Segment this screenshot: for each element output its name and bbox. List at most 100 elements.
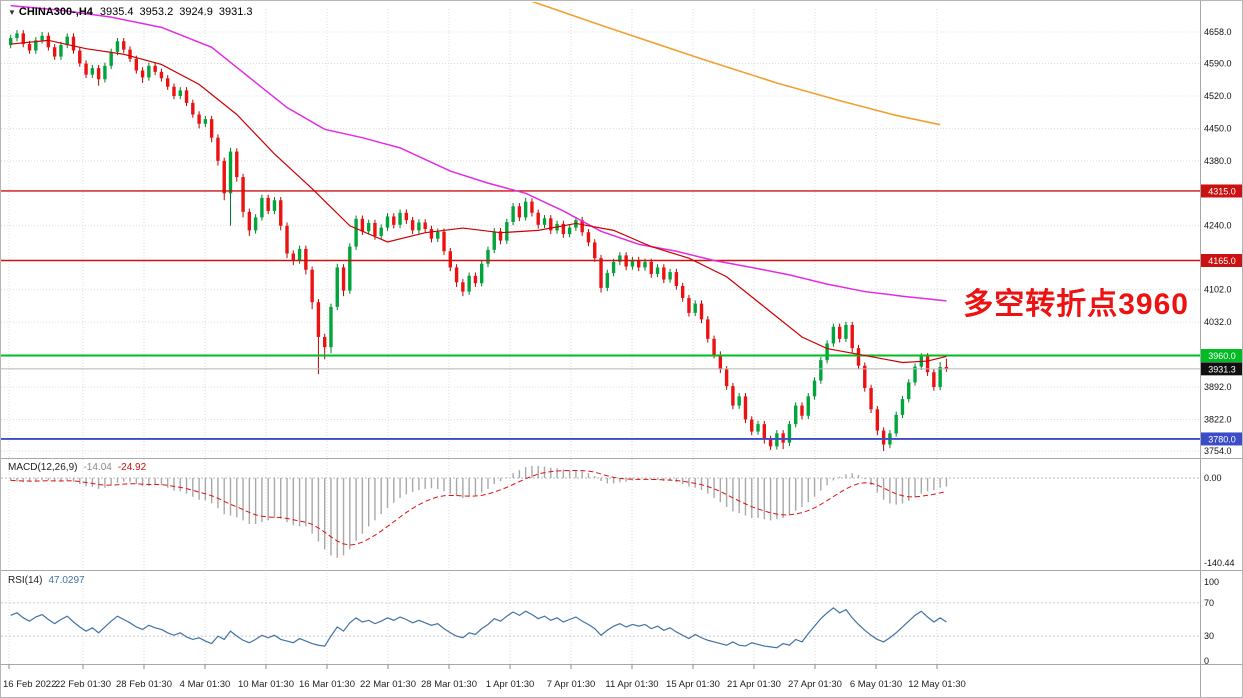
candle-down	[304, 248, 308, 270]
ohlc-close: 3931.3	[218, 6, 253, 18]
candle-down	[869, 387, 873, 410]
rsi-pane	[1, 602, 1200, 649]
ma-long-orange	[531, 2, 941, 126]
date-label: 16 Mar 01:30	[299, 679, 355, 690]
candle-up	[812, 380, 817, 397]
price-tick-label: 4590.0	[1204, 59, 1232, 69]
price-tick-label: 4658.0	[1204, 27, 1232, 37]
candle-down	[768, 438, 773, 447]
candle-down	[706, 319, 710, 339]
candle-up	[147, 65, 151, 78]
candle-down	[241, 177, 245, 212]
candle-down	[454, 267, 459, 283]
candle-down	[561, 223, 566, 235]
candle-up	[366, 222, 371, 232]
candle-down	[71, 36, 76, 51]
date-label: 16 Feb 2022	[3, 679, 56, 690]
candle-up	[567, 227, 572, 235]
candle-up	[819, 360, 823, 381]
rsi-scale-label: 100	[1204, 577, 1219, 587]
candle-down	[429, 228, 434, 239]
candle-up	[398, 212, 402, 225]
candle-up	[655, 267, 660, 274]
rsi-name: RSI(14)	[8, 575, 43, 586]
candle-up	[825, 343, 829, 361]
candle-up	[737, 396, 741, 406]
date-label: 6 May 01:30	[850, 679, 902, 690]
candle-down	[856, 348, 861, 366]
rsi-value: 47.0297	[48, 575, 85, 586]
candle-up	[103, 65, 107, 80]
price-tick-label: 4520.0	[1204, 91, 1232, 101]
price-badge-label: 4315.0	[1208, 186, 1236, 196]
candle-up	[90, 68, 95, 75]
price-badge	[1201, 184, 1242, 198]
candle-down	[925, 356, 930, 373]
candle-down	[46, 35, 51, 48]
candle-down	[712, 338, 716, 355]
moving-averages	[10, 2, 947, 364]
date-label: 22 Mar 01:30	[360, 679, 416, 690]
candle-up	[831, 326, 836, 344]
date-label: 28 Feb 01:30	[116, 679, 172, 690]
price-badge	[1201, 254, 1242, 268]
candle-up	[354, 218, 358, 247]
date-label: 10 Mar 01:30	[238, 679, 294, 690]
candle-down	[580, 220, 584, 233]
macd-main-value: -14.04	[83, 462, 112, 473]
candle-up	[643, 261, 647, 268]
candle-up	[900, 399, 905, 415]
price-tick-label: 4032.0	[1204, 317, 1232, 327]
candle-down	[473, 275, 478, 284]
candle-down	[536, 212, 540, 225]
candle-down	[360, 218, 365, 232]
candle-up	[775, 433, 779, 447]
candle-down	[637, 260, 641, 268]
candle-down	[84, 63, 88, 75]
candle-down	[599, 258, 603, 288]
ohlc-open: 3935.4	[99, 6, 134, 18]
annotation-text[interactable]: 多空转折点3960	[963, 288, 1189, 321]
price-tick-label: 4380.0	[1204, 156, 1232, 166]
candle-up	[756, 424, 760, 432]
price-badge-label: 4165.0	[1208, 256, 1236, 266]
candle-down	[837, 326, 842, 339]
candle-down	[310, 269, 314, 303]
candle-up	[436, 231, 440, 239]
candle-down	[442, 231, 446, 252]
candle-down	[680, 285, 685, 299]
candle-up	[348, 246, 352, 291]
candle-up	[806, 396, 810, 416]
candle-up	[260, 197, 264, 218]
candle-down	[875, 409, 880, 431]
candle-down	[279, 200, 283, 226]
candle-down	[743, 396, 748, 420]
candle-down	[781, 433, 785, 443]
candle-down	[448, 251, 452, 268]
candle-up	[523, 201, 528, 218]
candle-up	[272, 200, 277, 211]
candle-down	[134, 58, 138, 71]
rsi-line	[10, 607, 947, 649]
date-label: 4 Mar 01:30	[180, 679, 231, 690]
date-label: 22 Feb 01:30	[55, 679, 111, 690]
candle-down	[285, 225, 289, 254]
grid	[1, 9, 1200, 664]
candle-down	[800, 405, 804, 416]
candle-down	[323, 336, 327, 348]
candle-up	[203, 119, 208, 124]
candle-down	[209, 119, 214, 138]
candle-up	[486, 249, 490, 264]
chevron-down-icon: ▼	[8, 8, 16, 17]
candle-down	[423, 222, 427, 229]
candle-down	[718, 354, 723, 370]
candle-down	[932, 372, 936, 388]
candle-down	[404, 212, 409, 221]
ma-slow-magenta	[10, 4, 947, 302]
candle-up	[492, 231, 496, 250]
candle-down	[593, 242, 597, 259]
candle-up	[379, 227, 383, 236]
candle-up	[228, 151, 233, 194]
